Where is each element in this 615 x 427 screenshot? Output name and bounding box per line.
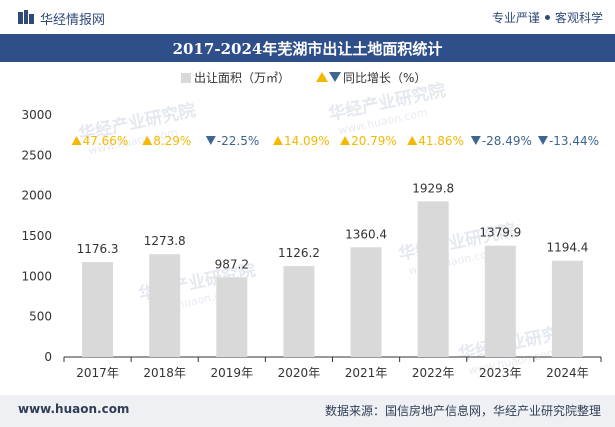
x-tick-label: 2019年 xyxy=(211,366,254,380)
growth-label: 41.86% xyxy=(418,134,464,148)
bar-value-label: 1379.9 xyxy=(479,226,521,240)
x-tick-label: 2020年 xyxy=(278,366,321,380)
bar xyxy=(283,266,315,357)
bar xyxy=(484,245,516,357)
bar-chart: 华经产业研究院www.huaon.com华经产业研究院www.huaon.com… xyxy=(21,71,602,380)
legend-growth-label: 同比增长（%） xyxy=(343,71,426,85)
legend-bar-label: 出让面积（万㎡） xyxy=(194,71,290,85)
growth-down-triangle-icon xyxy=(205,136,216,145)
growth-up-triangle-icon xyxy=(407,136,418,145)
y-tick-label: 3000 xyxy=(21,108,52,122)
x-tick-label: 2017年 xyxy=(76,366,119,380)
bar xyxy=(216,277,248,357)
title-bar: 2017-2024年芜湖市出让土地面积统计 xyxy=(0,34,615,62)
tagline-left: 专业严谨 xyxy=(491,11,540,25)
legend-bar-swatch xyxy=(181,73,191,83)
bar-value-label: 1126.2 xyxy=(278,246,320,260)
growth-up-triangle-icon xyxy=(142,136,153,145)
growth-label: -28.49% xyxy=(482,134,532,148)
y-tick-label: 0 xyxy=(44,350,52,364)
growth-label: 8.29% xyxy=(153,134,191,148)
footer-source: 数据来源：国信房地产信息网，华经产业研究院整理 xyxy=(324,404,601,418)
legend-up-triangle-icon xyxy=(316,72,328,82)
footer: www.huaon.com 数据来源：国信房地产信息网，华经产业研究院整理 xyxy=(0,395,615,427)
growth-up-triangle-icon xyxy=(71,136,82,145)
growth-up-triangle-icon xyxy=(340,136,351,145)
bar xyxy=(551,260,583,357)
x-tick-label: 2021年 xyxy=(345,366,388,380)
y-tick-label: 2500 xyxy=(21,148,52,162)
x-tick-label: 2023年 xyxy=(479,366,522,380)
tagline: 专业严谨 客观科学 xyxy=(492,9,603,26)
bar xyxy=(82,262,114,357)
growth-label: -13.44% xyxy=(549,134,599,148)
bar-value-label: 1194.4 xyxy=(546,241,588,255)
bar xyxy=(417,201,449,357)
logo-icon xyxy=(18,10,34,24)
growth-up-triangle-icon xyxy=(272,136,283,145)
x-tick-label: 2024年 xyxy=(546,366,589,380)
growth-down-triangle-icon xyxy=(470,136,481,145)
dot-icon xyxy=(544,15,550,20)
growth-down-triangle-icon xyxy=(537,136,548,145)
brand-name: 华经情报网 xyxy=(40,13,106,28)
bar-value-label: 987.2 xyxy=(215,257,249,271)
top-bar: 华经情报网 专业严谨 客观科学 xyxy=(0,0,615,34)
y-tick-label: 500 xyxy=(29,310,52,324)
growth-label: 20.79% xyxy=(351,134,397,148)
growth-label: -22.5% xyxy=(217,134,259,148)
footer-website: www.huaon.com xyxy=(18,402,130,416)
x-tick-label: 2022年 xyxy=(412,366,455,380)
y-tick-label: 1500 xyxy=(21,229,52,243)
growth-label: 14.09% xyxy=(284,134,330,148)
chart-title: 2017-2024年芜湖市出让土地面积统计 xyxy=(172,40,443,58)
y-tick-label: 1000 xyxy=(21,269,52,283)
y-tick-label: 2000 xyxy=(21,189,52,203)
tagline-right: 客观科学 xyxy=(554,11,603,25)
x-tick-label: 2018年 xyxy=(143,366,186,380)
legend-down-triangle-icon xyxy=(329,72,341,82)
bar-value-label: 1360.4 xyxy=(345,227,387,241)
bar-value-label: 1273.8 xyxy=(144,234,186,248)
bar-value-label: 1176.3 xyxy=(77,242,119,256)
bar xyxy=(350,247,382,357)
bar xyxy=(149,254,181,357)
bar-value-label: 1929.8 xyxy=(412,181,454,195)
growth-label: 47.66% xyxy=(83,134,129,148)
